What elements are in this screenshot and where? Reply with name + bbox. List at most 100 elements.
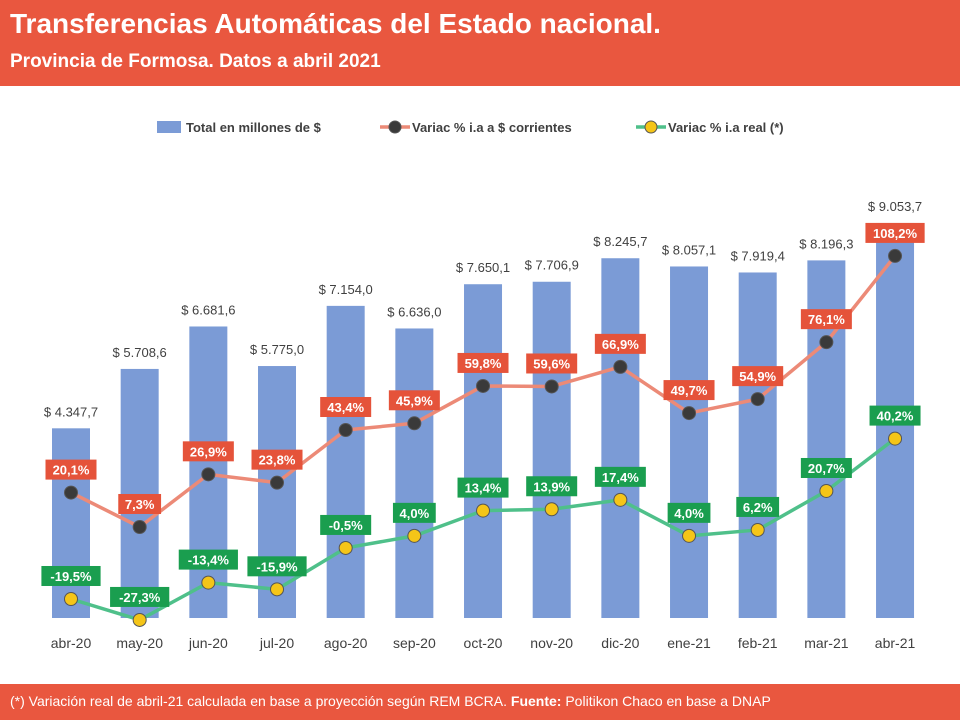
real-marker-dic-20	[613, 492, 628, 507]
bar-may-20	[120, 368, 159, 618]
footnote-text: (*) Variación real de abril-21 calculada…	[10, 693, 507, 709]
real-label-oct-20: 13,4%	[465, 481, 502, 496]
real-label-box-ene-21	[667, 502, 711, 523]
nominal-label-mar-21: 76,1%	[808, 312, 845, 327]
real-label-feb-21: 6,2%	[743, 500, 773, 515]
real-marker-sep-20	[407, 528, 422, 543]
nominal-label-dic-20: 66,9%	[602, 337, 639, 352]
legend-real-marker	[644, 120, 658, 134]
legend-bar-label: Total en millones de $	[186, 120, 322, 135]
legend-nominal-marker	[388, 120, 402, 134]
x-tick-may-20: may-20	[116, 635, 163, 651]
real-label-box-mar-21	[800, 457, 852, 478]
nominal-label-ago-20: 43,4%	[327, 400, 364, 415]
x-tick-feb-21: feb-21	[738, 635, 778, 651]
real-label-abr-20: -19,5%	[50, 569, 92, 584]
real-marker-mar-21	[819, 483, 834, 498]
bar-label-nov-20: $ 7.706,9	[525, 258, 579, 273]
nominal-marker-mar-21	[819, 335, 834, 350]
x-tick-oct-20: oct-20	[464, 635, 503, 651]
real-label-sep-20: 4,0%	[400, 506, 430, 521]
real-label-box-jul-20	[247, 556, 307, 577]
real-label-jun-20: -13,4%	[188, 553, 230, 568]
bar-label-jun-20: $ 6.681,6	[181, 302, 235, 317]
bar-label-oct-20: $ 7.650,1	[456, 260, 510, 275]
chart-subtitle: Provincia de Formosa. Datos a abril 2021	[10, 51, 381, 72]
real-label-jul-20: -15,9%	[256, 559, 298, 574]
real-label-dic-20: 17,4%	[602, 470, 639, 485]
nominal-label-box-ene-21	[663, 380, 715, 401]
nominal-label-sep-20: 45,9%	[396, 393, 433, 408]
nominal-marker-feb-21	[750, 392, 765, 407]
footer-banner: (*) Variación real de abril-21 calculada…	[0, 684, 960, 720]
legend-bar-swatch	[157, 121, 181, 133]
nominal-label-box-abr-20	[45, 459, 97, 480]
real-label-may-20: -27,3%	[119, 590, 161, 605]
real-label-ene-21: 4,0%	[674, 506, 704, 521]
real-label-ago-20: -0,5%	[329, 518, 363, 533]
real-marker-jun-20	[201, 575, 216, 590]
real-variation-series: -19,5% -27,3% -13,4% -15,9% -0,5% 4,0% 13,4% 13…	[41, 405, 921, 627]
x-tick-ago-20: ago-20	[324, 635, 368, 651]
real-label-abr-21: 40,2%	[877, 409, 914, 424]
real-marker-feb-21	[750, 522, 765, 537]
source-label: Fuente:	[510, 693, 562, 709]
real-marker-may-20	[132, 612, 147, 627]
real-marker-ene-21	[682, 528, 697, 543]
bar-value-labels: $ 4.347,7 $ 5.708,6 $ 6.681,6 $ 5.775,0 $ 7.…	[44, 199, 922, 419]
source-text: Politikon Chaco en base a DNAP	[565, 693, 771, 709]
bar-abr-20	[52, 428, 90, 618]
nominal-label-box-jun-20	[182, 441, 234, 462]
real-label-box-nov-20	[526, 476, 578, 497]
real-label-box-abr-21	[869, 405, 921, 426]
nominal-label-oct-20: 59,8%	[465, 356, 502, 371]
nominal-marker-jul-20	[270, 475, 285, 490]
nominal-marker-sep-20	[407, 416, 422, 431]
real-marker-jul-20	[270, 582, 285, 597]
x-tick-dic-20: dic-20	[601, 635, 639, 651]
bar-label-jul-20: $ 5.775,0	[250, 342, 304, 357]
real-marker-oct-20	[476, 503, 491, 518]
real-marker-nov-20	[544, 502, 559, 517]
real-marker-abr-20	[64, 591, 78, 606]
bar-nov-20	[532, 281, 571, 618]
nominal-label-box-ago-20	[320, 397, 372, 418]
bar-ago-20	[326, 305, 365, 618]
nominal-label-box-sep-20	[388, 390, 440, 411]
nominal-label-may-20: 7,3%	[125, 497, 155, 512]
bar-label-abr-21: $ 9.053,7	[868, 199, 922, 214]
x-tick-abr-20: abr-20	[51, 635, 92, 651]
nominal-label-feb-21: 54,9%	[739, 369, 776, 384]
nominal-label-nov-20: 59,6%	[533, 356, 570, 371]
title-banner: Transferencias Automáticas del Estado na…	[0, 0, 960, 86]
bar-oct-20	[464, 284, 503, 618]
bar-feb-21	[738, 272, 777, 618]
nominal-label-abr-21: 108,2%	[873, 226, 918, 241]
nominal-label-box-dic-20	[594, 333, 646, 354]
x-tick-jun-20: jun-20	[188, 635, 228, 651]
footnote: (*) Variación real de abril-21 calculada…	[10, 693, 771, 709]
legend-real-label: Variac % i.a real (*)	[668, 120, 784, 135]
nominal-label-box-feb-21	[732, 366, 784, 387]
real-label-box-may-20	[110, 586, 170, 607]
nominal-label-ene-21: 49,7%	[671, 383, 708, 398]
nominal-label-abr-20: 20,1%	[53, 463, 90, 478]
legend: Total en millones de $ Variac % i.a a $ c…	[157, 120, 784, 135]
nominal-label-box-abr-21	[865, 222, 925, 243]
nominal-marker-oct-20	[476, 378, 491, 393]
bar-label-ago-20: $ 7.154,0	[319, 282, 373, 297]
x-axis-tick-labels: abr-20 may-20 jun-20 jul-20 ago-20 sep-20 oct-…	[51, 635, 916, 651]
real-label-box-feb-21	[736, 496, 780, 517]
real-label-box-jun-20	[178, 549, 238, 570]
bar-label-ene-21: $ 8.057,1	[662, 242, 716, 257]
bar-sep-20	[395, 328, 434, 618]
nominal-label-jun-20: 26,9%	[190, 444, 227, 459]
nominal-label-jul-20: 23,8%	[259, 453, 296, 468]
real-label-box-sep-20	[392, 502, 436, 523]
real-label-box-ago-20	[320, 514, 372, 535]
real-marker-abr-21	[888, 431, 903, 446]
chart-title: Transferencias Automáticas del Estado na…	[10, 8, 661, 39]
nominal-marker-abr-21	[888, 248, 903, 263]
x-tick-sep-20: sep-20	[393, 635, 436, 651]
